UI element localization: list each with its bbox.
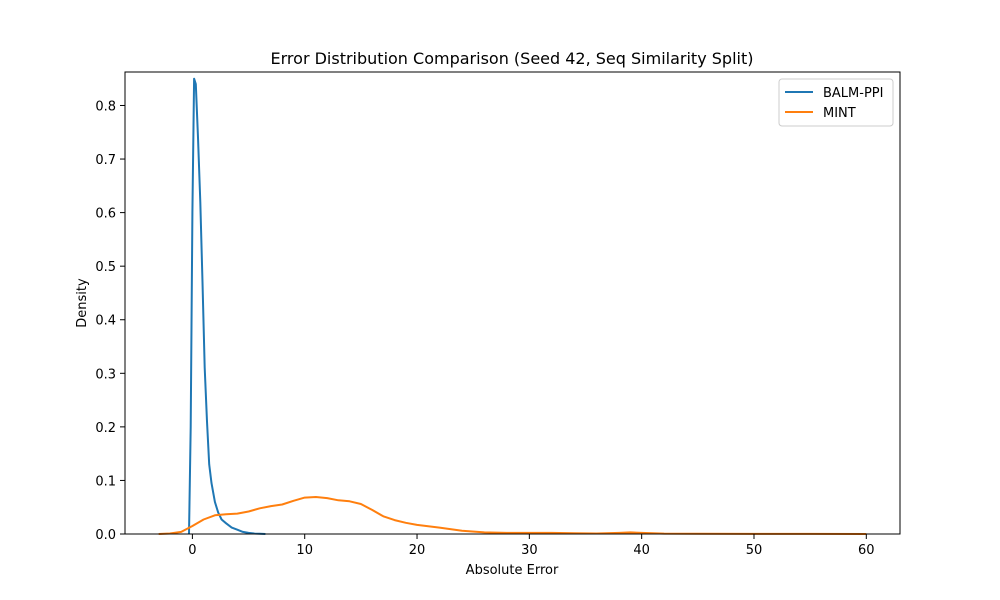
legend-box [778, 78, 894, 127]
y-tick-label: 0.0 [95, 528, 116, 543]
y-tick-label: 0.3 [95, 367, 116, 382]
x-tick-label: 40 [633, 543, 650, 558]
y-tick-label: 0.5 [95, 260, 116, 275]
plot-area [158, 77, 867, 535]
x-tick-label: 30 [521, 543, 538, 558]
legend-label: MINT [823, 106, 856, 121]
legend-label: BALM-PPI [823, 86, 883, 101]
x-axis-ticks: 0 10 20 30 40 50 60 [188, 534, 875, 558]
x-tick-label: 20 [409, 543, 426, 558]
chart-title: Error Distribution Comparison (Seed 42, … [271, 49, 754, 68]
x-tick-label: 50 [746, 543, 763, 558]
y-tick-label: 0.6 [95, 207, 116, 222]
series-line-balm-ppi [188, 77, 266, 535]
x-tick-label: 10 [296, 543, 313, 558]
y-tick-label: 0.7 [95, 153, 116, 168]
x-axis-label: Absolute Error [466, 563, 559, 578]
y-tick-label: 0.2 [95, 421, 116, 436]
y-tick-label: 0.8 [95, 99, 116, 114]
legend: BALM-PPI MINT [778, 78, 894, 127]
y-axis-label: Density [75, 278, 90, 328]
y-tick-label: 0.1 [95, 474, 116, 489]
x-tick-label: 60 [858, 543, 875, 558]
y-tick-label: 0.4 [95, 314, 116, 329]
series-line-mint [158, 496, 867, 535]
plot-frame [124, 71, 901, 535]
y-axis-ticks: 0.0 0.1 0.2 0.3 0.4 0.5 0.6 0.7 0.8 [95, 99, 125, 543]
x-tick-label: 0 [188, 543, 196, 558]
